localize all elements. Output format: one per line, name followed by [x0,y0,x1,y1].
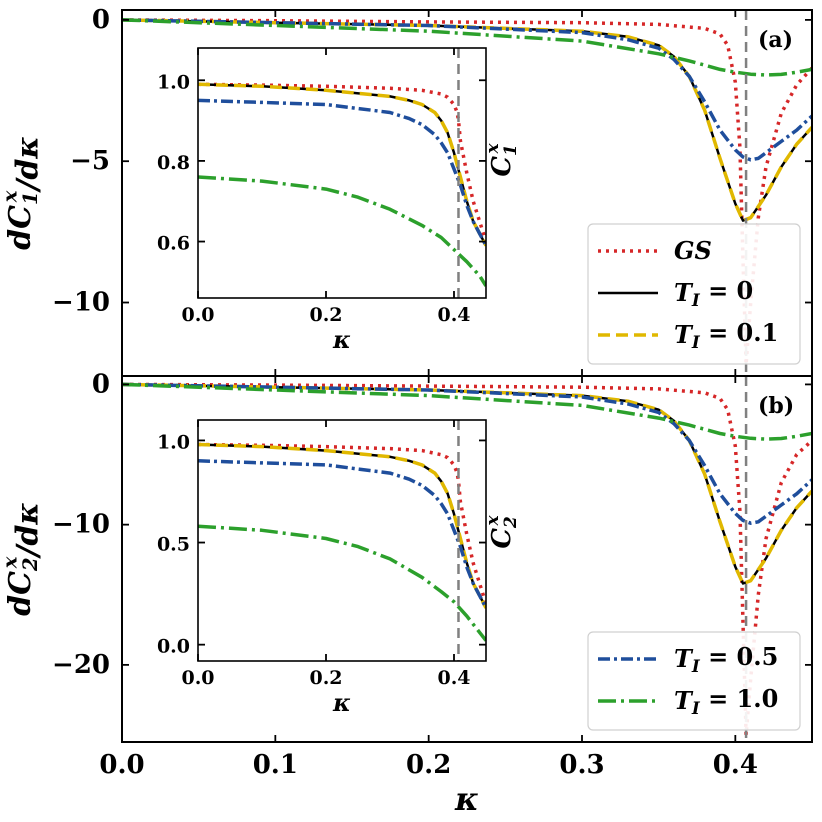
panel-b-inset-y-tick-label: 0.0 [157,636,190,658]
panel-a-series-gs [122,18,812,367]
panel-b-inset-frame [197,419,487,662]
panel-b-inset-x-tick-label: 0.0 [181,667,214,689]
panel-a-series-t05 [122,18,812,162]
panel-a-inset: 0.0 0.2 0.4 1.0 0.8 0.6 κ C1x [157,47,520,354]
legend-label-t0: TI = 0 [674,276,753,310]
panel-b-inset-curves [198,442,486,642]
panel-b-inset-y-tick-label: 1.0 [157,431,190,453]
x-tick-label: 0.1 [253,750,298,780]
panel-a-inset-y-ticks: 1.0 0.8 0.6 [157,71,486,255]
panel-b-frame [121,375,813,743]
legend-label-t05: TI = 0.5 [674,642,778,676]
panel-a-label: (a) [758,27,793,53]
panel-a-inset-y-tick-label: 1.0 [157,71,190,93]
x-tick-label: 0.3 [559,750,604,780]
panel-b-inset-series-t05 [198,459,486,609]
panel-a-series-t01 [122,18,812,223]
panel-b-legend: TI = 0.5 TI = 1.0 [587,631,801,731]
panel-b-inset-background [198,420,486,661]
panel-b-y-axis-label: dC2x/dκ [0,502,45,616]
panel-b-inset: 0.0 0.2 0.4 1.0 0.5 0.0 κ C2x [157,419,520,717]
panel-b-inset-y-axis-label: C2x [482,514,520,548]
panel-b-inset-y-ticks: 1.0 0.5 0.0 [157,431,486,658]
panel-a-curves [122,18,812,367]
panel-a-inset-series-t05 [198,98,486,247]
panel-b: 0 −10 −20 (b) dC2x/dκ 0.0 0.2 0.4 1.0 0.5 0.0 … [0,369,813,743]
panel-a-inset-frame [197,47,487,299]
panel-b-series-t10 [122,382,812,441]
x-tick-label: 0.2 [406,750,451,780]
panel-a-x-ticks [121,10,737,376]
panel-a-inset-y-tick-label: 0.6 [157,233,190,255]
panel-b-y-tick-label: −10 [52,510,110,540]
panel-a-y-ticks: 0 −5 −10 [52,5,812,318]
panel-a: 0 −5 −10 (a) dC1x/dκ 0.0 0.2 0.4 1.0 0.8 0.6 κ… [0,5,813,377]
panel-b-series-t05 [122,382,812,525]
panel-b-inset-series-t10 [198,524,486,642]
panel-a-y-axis-label: dC1x/dκ [0,136,45,250]
panel-a-inset-x-tick-label: 0.4 [437,304,470,326]
panel-a-inset-x-axis-label: κ [332,325,351,354]
panel-a-inset-curves [198,82,486,287]
panel-b-y-tick-label: −20 [52,650,110,680]
panel-a-inset-series-t10 [198,175,486,287]
panel-b-inset-x-axis-label: κ [332,688,351,717]
panel-a-inset-x-tick-label: 0.0 [181,304,214,326]
panel-b-y-ticks: 0 −10 −20 [52,369,812,680]
panel-b-y-tick-label: 0 [92,369,110,399]
panel-b-curves [122,382,812,737]
panel-a-y-tick-label: −5 [70,146,110,176]
legend-label-t01: TI = 0.1 [674,318,778,352]
shared-x-axis-label: κ [454,780,479,818]
panel-b-inset-x-tick-label: 0.4 [437,667,470,689]
panel-b-label: (b) [758,393,794,419]
x-tick-label: 0.4 [713,750,758,780]
shared-x-tick-labels: 0.0 0.1 0.2 0.3 0.4 [99,750,758,780]
panel-a-legend: GS TI = 0 TI = 0.1 [587,223,801,365]
panel-a-inset-x-tick-label: 0.2 [309,304,342,326]
panel-b-inset-y-tick-label: 0.5 [157,534,190,556]
panel-a-y-tick-label: −10 [52,288,110,318]
panel-a-y-tick-label: 0 [92,5,110,35]
panel-a-inset-x-ticks: 0.0 0.2 0.4 [181,48,471,326]
panel-b-series-gs [122,382,812,737]
panel-a-series-t10 [122,18,812,77]
legend-box [587,223,801,365]
panel-a-inset-y-axis-label: C1x [482,142,520,176]
panel-b-inset-x-tick-label: 0.2 [309,667,342,689]
panel-a-inset-y-tick-label: 0.8 [157,152,190,174]
legend-label-gs: GS [674,236,712,265]
panel-b-series-t01 [122,382,812,586]
legend-box [587,631,801,731]
legend-label-t10: TI = 1.0 [674,684,778,718]
panel-a-inset-background [198,48,486,298]
x-tick-label: 0.0 [99,750,144,780]
